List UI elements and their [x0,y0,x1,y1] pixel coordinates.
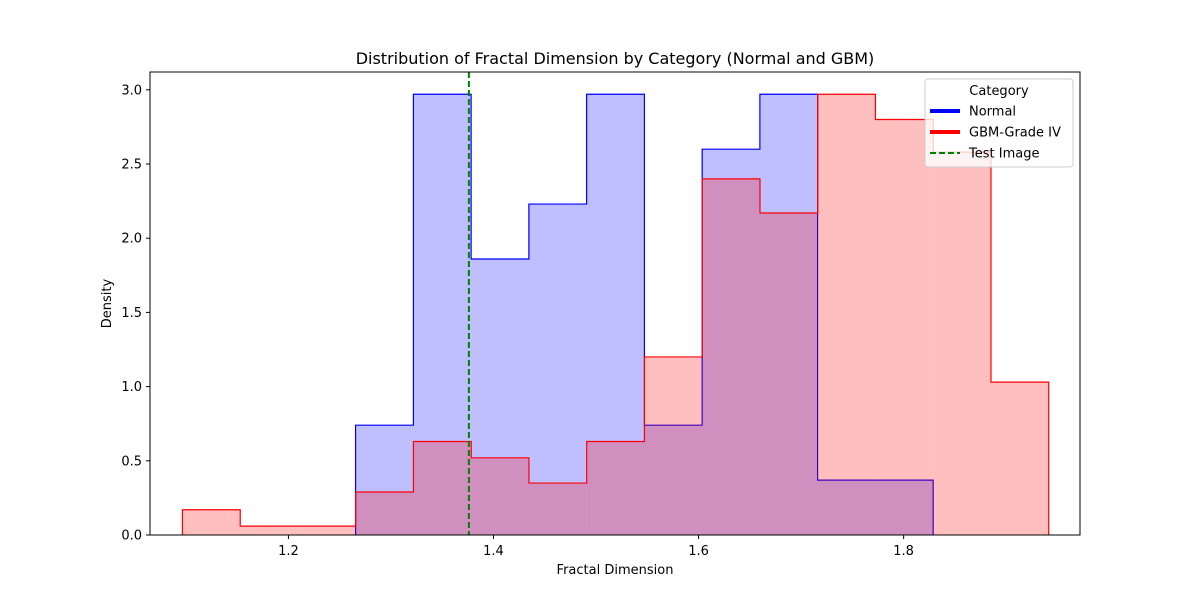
y-tick-label: 0.5 [121,454,142,469]
y-axis-label: Density [100,278,115,328]
y-tick-label: 0.0 [121,529,142,544]
y-axis: 0.0 0.5 1.0 1.5 2.0 2.5 3.0 [121,83,150,544]
y-tick-label: 1.5 [121,306,142,321]
plot-frame [149,71,1081,536]
x-tick-label: 1.2 [278,544,299,559]
histogram-bar [644,356,703,535]
histogram-bar [759,94,818,535]
histogram-bar [875,480,934,535]
histogram-bar [413,94,472,535]
legend-title: Category [969,84,1029,99]
x-tick-label: 1.8 [893,544,914,559]
legend-entry-label: GBM-Grade IV [969,126,1061,141]
histogram-bar [355,491,414,535]
histogram-bar [182,509,241,535]
legend-entry-label: Normal [969,105,1016,120]
histogram-bar [702,178,760,535]
histogram-bar [528,483,587,535]
histogram-bar [471,457,529,535]
y-tick-label: 2.5 [121,158,142,173]
histogram-bar [240,526,298,535]
x-axis-label: Fractal Dimension [557,563,674,578]
histogram-bar [759,212,818,535]
histogram-bar [990,382,1049,535]
histogram-bar [817,94,876,535]
histogram-bar [817,480,876,535]
x-tick-label: 1.4 [483,544,504,559]
chart-title: Distribution of Fractal Dimension by Cat… [356,49,875,68]
x-tick-label: 1.6 [688,544,709,559]
histogram-bar [875,119,934,535]
series-outline [354,93,934,535]
histogram-bar [355,425,414,535]
histogram-bar [413,441,472,535]
histogram-bar [644,425,703,535]
histogram-bar [586,441,645,535]
legend-entries: Normal GBM-Grade IV Test Image [930,105,1061,162]
legend-box [924,78,1074,168]
y-tick-label: 3.0 [121,83,142,98]
y-tick-label: 2.0 [121,232,142,247]
series-normal [354,93,934,535]
x-axis: 1.2 1.4 1.6 1.8 [278,535,914,559]
histogram-bar [586,94,645,535]
histogram-bar [471,258,529,535]
legend: Category Normal GBM-Grade IV Test Image [924,78,1074,168]
histogram-bar [702,149,760,535]
histogram-bar [933,152,991,535]
histogram-bar [297,526,356,535]
histogram-bar [528,204,587,535]
legend-entry-label: Test Image [968,147,1039,162]
y-tick-label: 1.0 [121,380,142,395]
